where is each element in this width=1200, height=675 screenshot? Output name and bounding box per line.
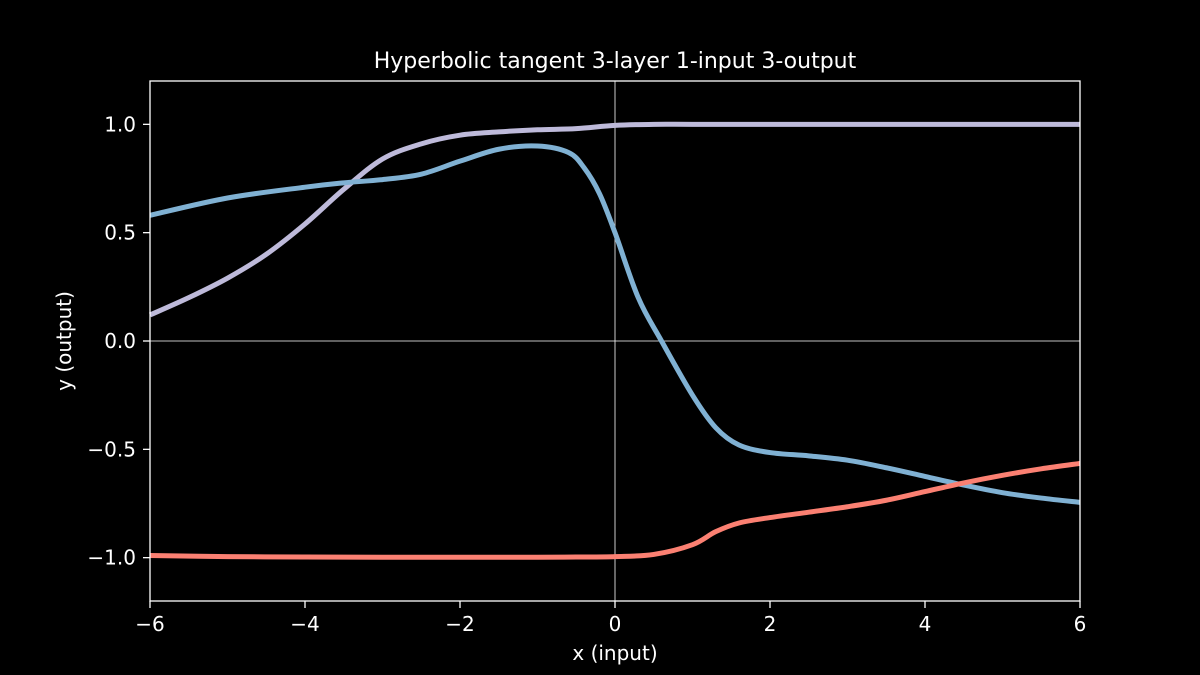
x-axis-label: x (input)	[572, 641, 657, 665]
zero-lines	[150, 81, 1080, 601]
series-layer	[148, 121, 1081, 560]
series-line-1	[148, 121, 1080, 318]
y-tick-label: −0.5	[87, 437, 136, 461]
x-tick-label: −4	[290, 612, 319, 636]
series-line-3	[149, 460, 1081, 560]
y-tick-label: 0.5	[104, 221, 136, 245]
y-tick-label: 1.0	[104, 112, 136, 136]
x-tick-label: 6	[1074, 612, 1087, 636]
x-tick-label: 0	[609, 612, 622, 636]
x-tick-label: 2	[764, 612, 777, 636]
chart-title: Hyperbolic tangent 3-layer 1-input 3-out…	[374, 49, 857, 74]
x-tick-label: −6	[135, 612, 164, 636]
x-tick-label: 4	[919, 612, 932, 636]
x-tick-label: −2	[445, 612, 474, 636]
series-line-2	[149, 143, 1081, 505]
y-tick-label: −1.0	[87, 546, 136, 570]
y-axis-label: y (output)	[52, 291, 76, 391]
y-tick-label: 0.0	[104, 329, 136, 353]
y-axis-ticks: 1.0 0.5 0.0 −0.5 −1.0	[87, 112, 150, 570]
x-axis-ticks: −6 −4 −2 0 2 4 6	[135, 601, 1086, 636]
